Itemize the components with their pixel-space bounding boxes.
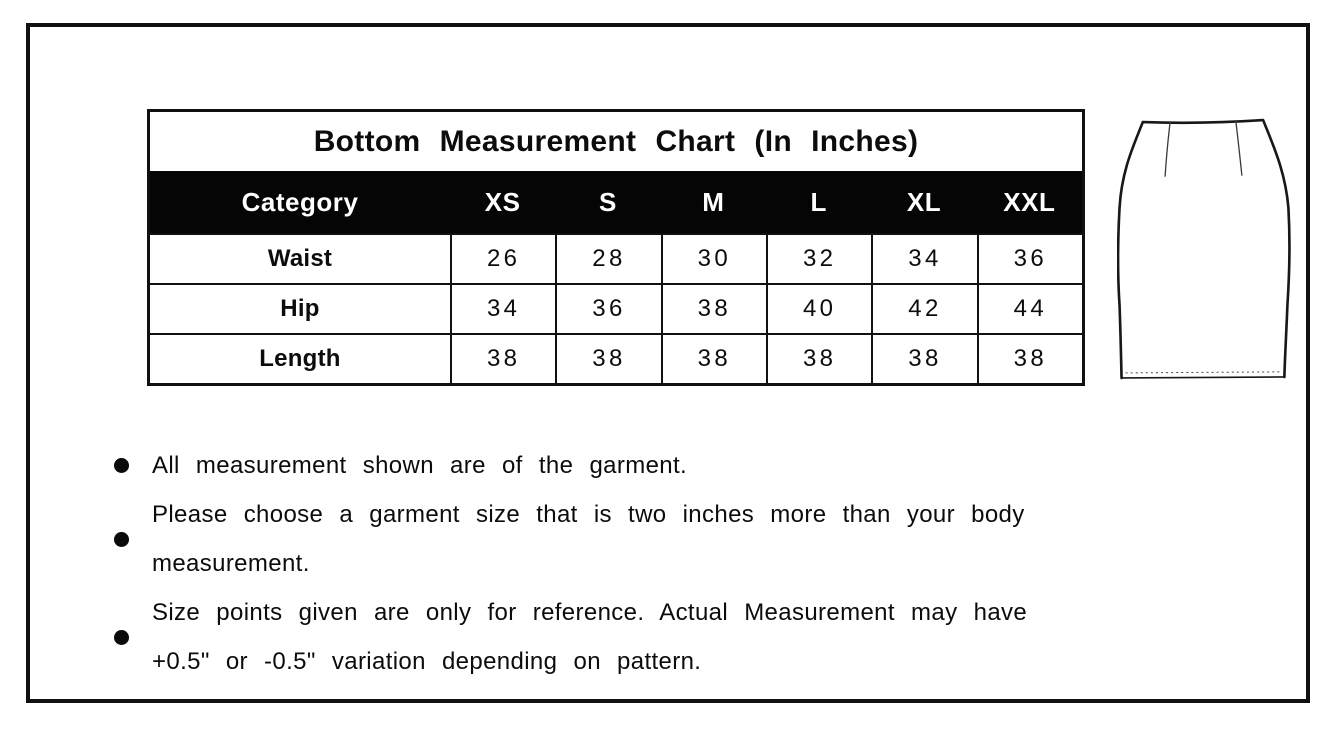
note-text: Please choose a garment size that is two…: [152, 490, 1025, 588]
table-header-row: Category XS S M L XL XXL: [150, 171, 1082, 233]
note-item-2: Please choose a garment size that is two…: [114, 490, 1104, 588]
waist-xl: 34: [871, 235, 976, 283]
note-line: Size points given are only for reference…: [152, 599, 1028, 626]
note-line: All measurement shown are of the garment…: [152, 452, 688, 479]
header-cell-s: S: [599, 186, 617, 217]
waist-s: 28: [555, 235, 660, 283]
row-label-waist: Waist: [267, 245, 333, 272]
length-xs: 38: [450, 335, 555, 383]
table-title: Bottom Measurement Chart (In Inches): [313, 124, 919, 158]
length-l: 38: [766, 335, 871, 383]
table-row-length: Length 38 38 38 38 38 38: [150, 333, 1082, 383]
hip-xxl: 44: [976, 285, 1082, 333]
note-text: Size points given are only for reference…: [152, 588, 1027, 686]
header-cell-xxl: XXL: [1003, 186, 1056, 217]
note-line: measurement.: [152, 550, 310, 577]
waist-l: 32: [766, 235, 871, 283]
header-cell-xs: XS: [484, 186, 521, 217]
table-row-waist: Waist 26 28 30 32 34 36: [150, 233, 1082, 283]
table-row-hip: Hip 34 36 38 40 42 44: [150, 283, 1082, 333]
hip-m: 38: [660, 285, 766, 333]
waist-m: 30: [660, 235, 766, 283]
header-cell-xl: XL: [906, 186, 942, 217]
hip-xl: 42: [871, 285, 976, 333]
row-label-length: Length: [259, 345, 341, 372]
length-xxl: 38: [976, 335, 1082, 383]
note-item-3: Size points given are only for reference…: [114, 588, 1104, 686]
row-label-hip: Hip: [280, 295, 320, 322]
hip-xs: 34: [450, 285, 555, 333]
header-cell-m: M: [702, 186, 725, 217]
header-cell-l: L: [810, 186, 827, 217]
hip-l: 40: [766, 285, 871, 333]
skirt-illustration: [1117, 118, 1291, 380]
notes-list: All measurement shown are of the garment…: [114, 441, 1104, 686]
hip-s: 36: [555, 285, 660, 333]
length-s: 38: [555, 335, 660, 383]
bullet-icon: [114, 531, 129, 547]
bullet-icon: [114, 629, 129, 645]
note-item-1: All measurement shown are of the garment…: [114, 441, 1104, 490]
note-line: +0.5" or -0.5" variation depending on pa…: [152, 648, 702, 675]
waist-xxl: 36: [976, 235, 1082, 283]
bullet-icon: [114, 458, 129, 473]
header-cell-category: Category: [241, 186, 359, 217]
length-m: 38: [660, 335, 766, 383]
waist-xs: 26: [450, 235, 555, 283]
length-xl: 38: [871, 335, 976, 383]
note-line: Please choose a garment size that is two…: [152, 501, 1025, 528]
size-chart-table: Bottom Measurement Chart (In Inches) Cat…: [147, 109, 1085, 386]
page-border-frame: Bottom Measurement Chart (In Inches) Cat…: [26, 23, 1310, 703]
note-text: All measurement shown are of the garment…: [152, 441, 687, 490]
